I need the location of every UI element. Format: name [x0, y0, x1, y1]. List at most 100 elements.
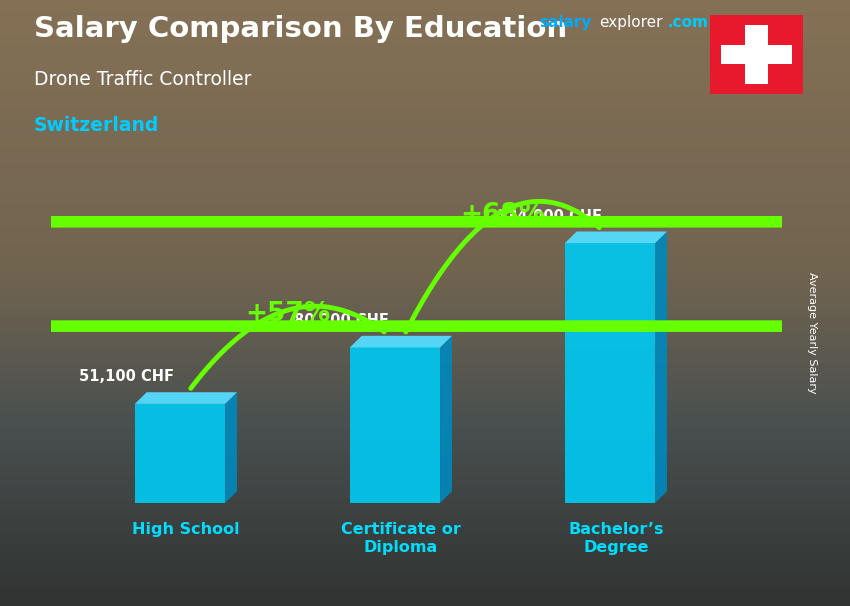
Bar	[0, 585, 850, 588]
Bar	[0, 3, 850, 6]
Bar	[0, 161, 850, 164]
Bar	[0, 27, 850, 30]
Text: High School: High School	[132, 522, 240, 538]
Bar	[0, 133, 850, 136]
Bar	[0, 348, 850, 351]
Bar	[0, 164, 850, 167]
Bar	[0, 545, 850, 548]
Bar	[0, 173, 850, 176]
Bar	[0, 454, 850, 458]
Bar	[0, 94, 850, 97]
Bar	[0, 324, 850, 327]
Bar	[0, 79, 850, 82]
Bar	[0, 379, 850, 382]
Bar	[0, 55, 850, 58]
Bar	[0, 509, 850, 512]
Bar	[0, 430, 850, 433]
Bar	[0, 251, 850, 255]
Bar	[0, 61, 850, 64]
Bar	[0, 21, 850, 24]
Bar	[0, 64, 850, 67]
Bar	[0, 385, 850, 388]
Bar	[0, 470, 850, 473]
Bar	[0, 224, 850, 227]
Bar	[0, 567, 850, 570]
Bar	[0, 248, 850, 251]
Bar	[0, 88, 850, 91]
Bar	[350, 347, 440, 503]
Bar	[0, 412, 850, 415]
Bar	[0, 73, 850, 76]
Bar	[0, 370, 850, 373]
Bar	[0, 118, 850, 121]
Bar	[0, 270, 850, 273]
Bar	[0, 197, 850, 200]
Bar	[0, 409, 850, 412]
Bar	[0, 458, 850, 461]
Bar	[0, 579, 850, 582]
Bar	[0, 70, 850, 73]
Bar	[0, 345, 850, 348]
Bar	[0, 282, 850, 285]
Bar	[0, 36, 850, 39]
Polygon shape	[655, 231, 667, 503]
Bar	[0, 473, 850, 476]
Bar	[0, 170, 850, 173]
Bar	[0, 115, 850, 118]
Bar	[0, 536, 850, 539]
Bar	[0, 494, 850, 497]
Bar	[0, 503, 850, 506]
Bar	[0, 600, 850, 603]
Bar	[0, 261, 850, 264]
Bar	[0, 42, 850, 45]
Polygon shape	[0, 216, 850, 228]
Bar	[0, 342, 850, 345]
Bar	[0, 91, 850, 94]
Bar	[0, 285, 850, 288]
Bar	[0, 294, 850, 297]
Bar	[0, 127, 850, 130]
Bar	[0, 218, 850, 221]
Text: 134,000 CHF: 134,000 CHF	[497, 208, 603, 224]
Bar	[0, 424, 850, 427]
Bar	[0, 554, 850, 558]
Bar	[0, 488, 850, 491]
Text: +57%: +57%	[245, 301, 330, 327]
Bar	[0, 191, 850, 194]
Text: Switzerland: Switzerland	[34, 116, 159, 135]
Text: 51,100 CHF: 51,100 CHF	[79, 370, 173, 384]
Bar	[0, 33, 850, 36]
Bar	[0, 124, 850, 127]
Bar	[0, 85, 850, 88]
Bar	[0, 136, 850, 139]
Bar	[0, 500, 850, 503]
Text: Certificate or
Diploma: Certificate or Diploma	[341, 522, 461, 554]
Bar	[0, 312, 850, 315]
Bar	[0, 230, 850, 233]
Bar	[0, 179, 850, 182]
Polygon shape	[135, 392, 237, 404]
Bar	[0, 418, 850, 421]
Bar	[0, 206, 850, 209]
Polygon shape	[0, 321, 850, 332]
Bar	[0, 603, 850, 606]
Bar	[0, 433, 850, 436]
Bar	[0, 148, 850, 152]
Bar	[0, 273, 850, 276]
Bar	[0, 355, 850, 358]
Bar	[0, 376, 850, 379]
Bar	[0, 233, 850, 236]
Bar	[0, 6, 850, 9]
Bar	[0, 406, 850, 409]
Bar	[0, 309, 850, 312]
Bar	[0, 358, 850, 361]
Bar	[0, 24, 850, 27]
Bar	[0, 67, 850, 70]
Bar	[0, 539, 850, 542]
Bar	[0, 209, 850, 212]
Bar	[0, 542, 850, 545]
Bar	[0, 558, 850, 561]
Bar	[0, 315, 850, 318]
Bar	[0, 339, 850, 342]
Bar	[0, 397, 850, 400]
